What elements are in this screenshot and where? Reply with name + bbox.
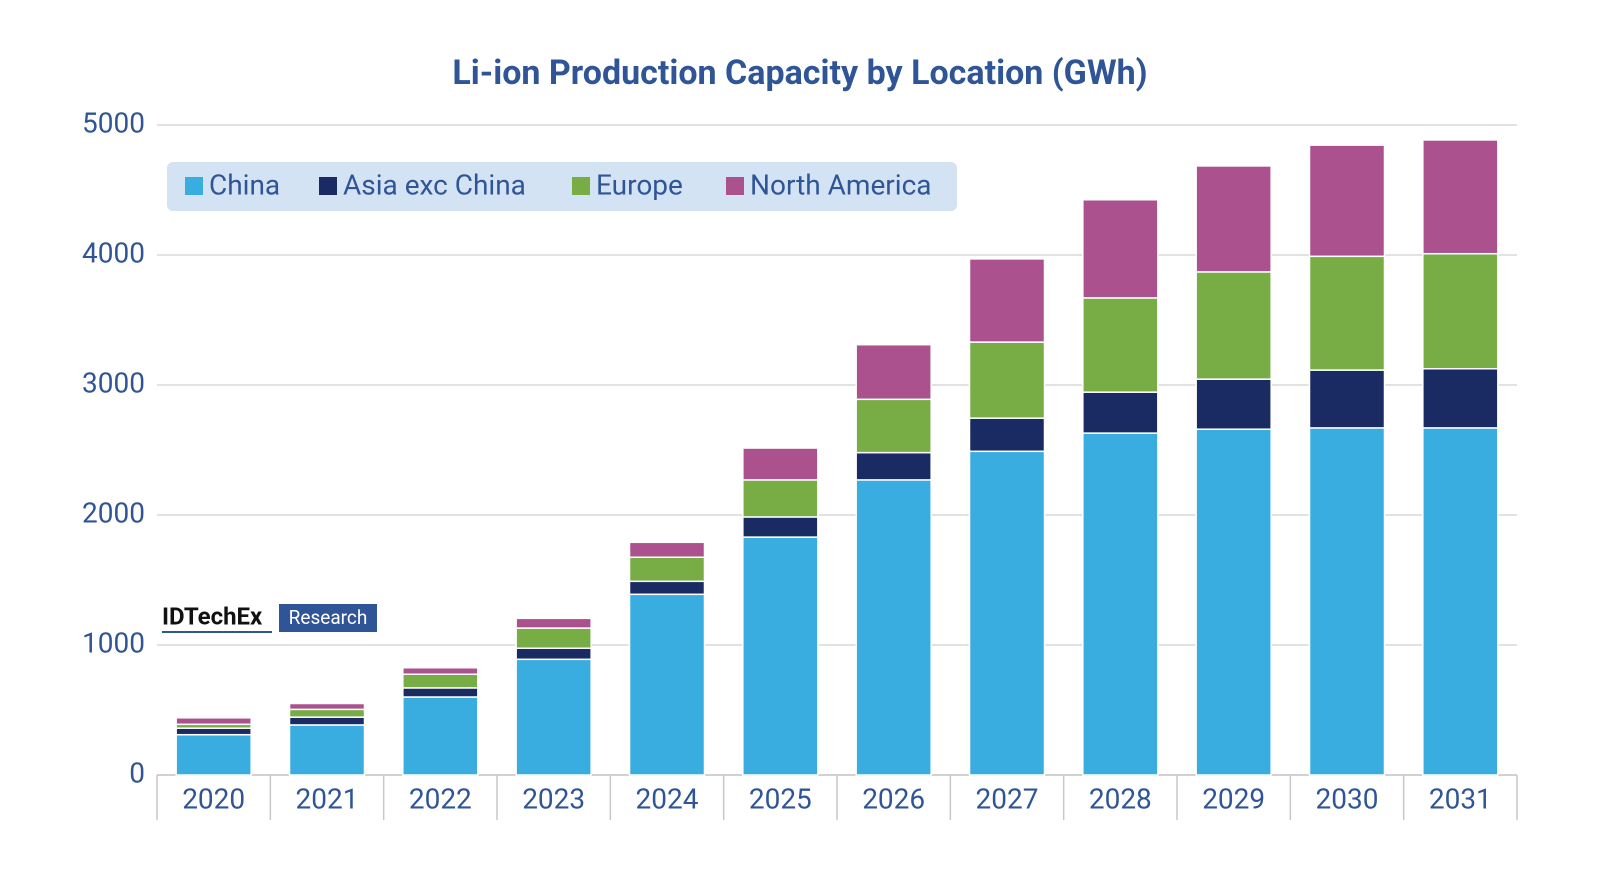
x-tick-label: 2028 xyxy=(1089,782,1152,815)
bar-segment xyxy=(968,258,1046,343)
bar-segment xyxy=(515,647,592,661)
bar-segment xyxy=(515,627,592,649)
bar-segment xyxy=(742,536,819,776)
bar-segment xyxy=(968,341,1046,419)
bar-segment xyxy=(1308,369,1386,429)
bar-segment xyxy=(288,716,366,726)
legend-swatch xyxy=(319,177,337,195)
bar-segment xyxy=(1308,427,1386,776)
legend-box xyxy=(167,162,957,211)
y-tick-label: 4000 xyxy=(82,236,145,269)
bar-segment xyxy=(855,343,932,401)
bar-segment xyxy=(1195,378,1272,430)
legend-label: North America xyxy=(750,168,932,201)
x-tick-label: 2022 xyxy=(409,782,472,815)
x-tick-label: 2020 xyxy=(182,782,245,815)
bar-segment xyxy=(1082,297,1159,393)
bar-segment xyxy=(1195,428,1272,776)
bar-segment xyxy=(628,556,706,583)
y-tick-label: 3000 xyxy=(82,366,145,399)
x-tick-label: 2023 xyxy=(522,782,585,815)
legend-swatch xyxy=(185,177,203,195)
bar-segment xyxy=(288,724,366,776)
x-tick-label: 2026 xyxy=(862,782,925,815)
bar-segment xyxy=(1422,368,1499,429)
bar-segment xyxy=(628,580,706,596)
bar-segment xyxy=(402,687,479,698)
bar-segment xyxy=(1422,427,1499,776)
bar-segment xyxy=(515,617,592,629)
bar-segment xyxy=(855,398,932,454)
x-tick-label: 2029 xyxy=(1202,782,1265,815)
x-tick-label: 2027 xyxy=(976,782,1039,815)
x-tick-label: 2024 xyxy=(636,782,699,815)
legend-label: Asia exc China xyxy=(343,168,526,201)
bar-segment xyxy=(1422,252,1499,370)
bar-segment xyxy=(742,447,819,481)
bar-segment xyxy=(175,727,252,736)
y-tick-label: 1000 xyxy=(82,626,145,659)
bar-segment xyxy=(402,673,479,689)
bar-segment xyxy=(515,658,592,776)
bar-segment xyxy=(288,702,366,711)
legend-swatch xyxy=(572,177,590,195)
bar-segment xyxy=(175,717,252,726)
chart-title: Li-ion Production Capacity by Location (… xyxy=(452,53,1147,93)
bar-segment xyxy=(288,708,366,718)
legend-swatch xyxy=(726,177,744,195)
bar-segment xyxy=(1082,432,1159,776)
bar-segment xyxy=(855,451,932,481)
bar-segment xyxy=(1195,271,1272,380)
bar-segment xyxy=(1422,139,1499,255)
y-tick-label: 0 xyxy=(129,756,145,789)
legend-label: Europe xyxy=(596,168,683,201)
bar-segment xyxy=(968,417,1046,453)
bar-segment xyxy=(402,667,479,675)
legend-label: China xyxy=(209,168,280,201)
bar-segment xyxy=(855,479,932,776)
bar-segment xyxy=(742,516,819,538)
bar-segment xyxy=(742,479,819,518)
bar-segment xyxy=(1195,165,1272,273)
y-tick-label: 2000 xyxy=(82,496,145,529)
bar-segment xyxy=(1082,391,1159,434)
bar-segment xyxy=(628,593,706,776)
bar-segment xyxy=(1308,255,1386,371)
bar-segment xyxy=(1082,199,1159,299)
logo-tag-box xyxy=(279,604,377,632)
x-tick-label: 2025 xyxy=(749,782,812,815)
bar-segment xyxy=(968,450,1046,776)
bar-segment xyxy=(175,733,252,776)
x-tick-label: 2021 xyxy=(296,782,359,815)
bar-segment xyxy=(402,696,479,776)
x-tick-label: 2030 xyxy=(1316,782,1379,815)
logo-name: IDTechEx xyxy=(162,602,263,630)
bar-segment xyxy=(628,541,706,558)
logo-tag: Research xyxy=(289,606,368,629)
bar-segment xyxy=(1308,144,1386,258)
x-tick-label: 2031 xyxy=(1429,782,1492,815)
y-tick-label: 5000 xyxy=(82,106,145,139)
